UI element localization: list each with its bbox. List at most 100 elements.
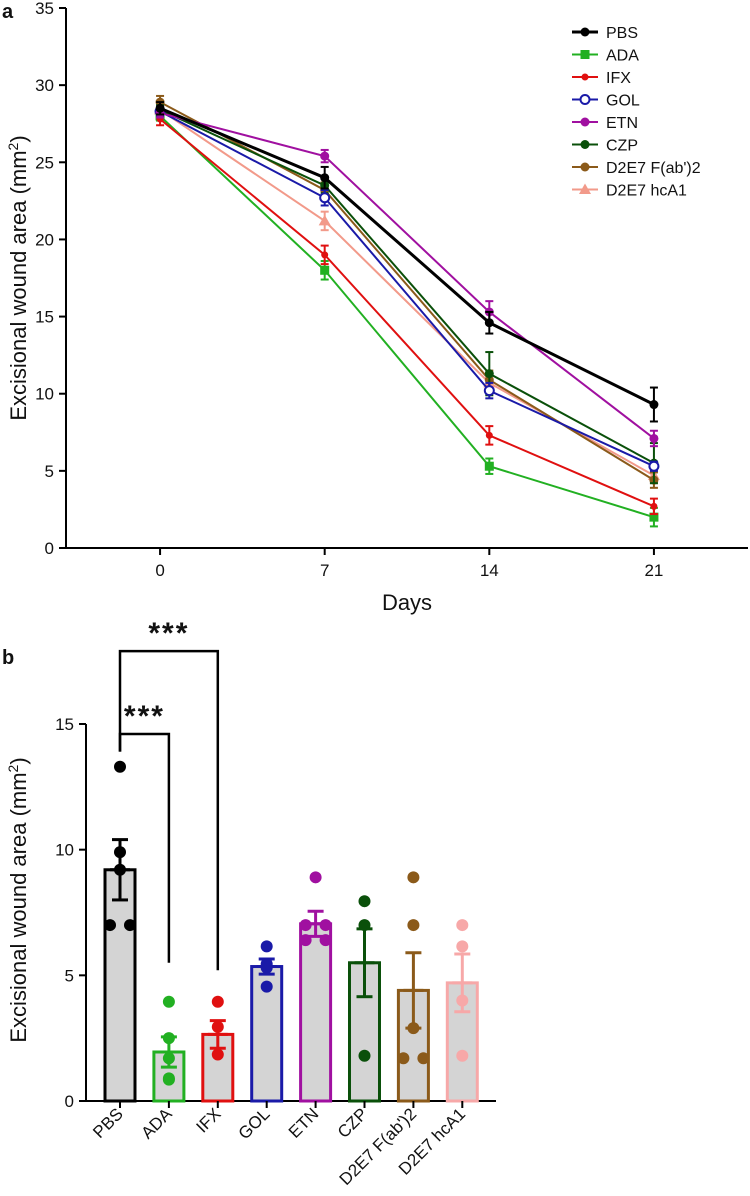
- data-point: [358, 919, 371, 932]
- legend-label: ADA: [606, 48, 639, 65]
- panel-a-y-tick-label: 35: [35, 0, 54, 18]
- panel-a-y-axis-title-end: ): [6, 135, 31, 142]
- legend-item: ADA: [572, 48, 639, 65]
- panel-a-y-axis-title: Excisional wound area (mm2): [5, 135, 31, 420]
- data-point: [162, 1052, 175, 1065]
- series-pbs: [155, 101, 659, 423]
- data-point: [114, 846, 126, 859]
- legend-item: GOL: [572, 93, 640, 110]
- data-point: [456, 994, 469, 1007]
- panel-b-x-tick-label: IFX: [192, 1104, 224, 1136]
- series-marker-triangle: [318, 214, 331, 226]
- series-marker-square: [320, 265, 330, 275]
- significance-stars: ***: [124, 700, 165, 733]
- panel-a-x-axis-title: Days: [382, 590, 432, 615]
- panel-a-x-tick-label: 7: [320, 561, 329, 580]
- panel-b-y-tick-label: 5: [65, 966, 74, 985]
- panel-a-x-tick-label: 14: [480, 561, 499, 580]
- bar: [299, 922, 333, 1103]
- significance-bracket: ***: [118, 617, 220, 971]
- series-marker-triangle: [579, 183, 591, 194]
- bar-group-ifx: [201, 995, 235, 1103]
- data-point: [309, 871, 322, 884]
- data-point: [456, 940, 469, 953]
- bar-group-ada: [152, 995, 186, 1103]
- panel-b-x-tick-label: CZP: [334, 1104, 371, 1141]
- legend-item: ETN: [572, 115, 638, 132]
- panel-a-y-tick-label: 0: [45, 539, 54, 558]
- series-marker-circle: [580, 27, 590, 37]
- panel-a-y-axis-title-main: Excisional wound area (mm: [6, 150, 31, 420]
- bar: [103, 868, 137, 1103]
- series-marker-square: [580, 50, 590, 59]
- series-line: [159, 101, 655, 481]
- data-point: [456, 1049, 469, 1062]
- bracket-line: [118, 649, 220, 971]
- panel-a-y-tick-label: 30: [35, 76, 54, 95]
- legend-item: D2E7 hcA1: [572, 183, 687, 200]
- data-point: [319, 919, 332, 932]
- series-marker-circle: [320, 151, 330, 161]
- legend-item: D2E7 F(ab')2: [572, 160, 701, 177]
- legend-label: CZP: [606, 138, 638, 155]
- data-point: [260, 940, 273, 953]
- series-marker-circle: [320, 173, 330, 183]
- panel-a-y-tick-label: 10: [35, 385, 54, 404]
- series-marker-circle: [649, 400, 659, 410]
- data-point: [456, 919, 469, 932]
- series-line: [159, 108, 655, 477]
- panel-b-y-tick-label: 15: [55, 715, 74, 734]
- panel-b-x-tick-label: GOL: [235, 1104, 274, 1143]
- data-point: [299, 934, 312, 947]
- data-point: [162, 1032, 175, 1045]
- data-point: [260, 961, 273, 974]
- panel-b-y-axis-title: Excisional wound area (mm2): [5, 757, 31, 1042]
- data-point: [162, 995, 175, 1008]
- panel-a-x-tick-label: 21: [644, 561, 663, 580]
- series-gol: [154, 105, 660, 472]
- series-marker-open-circle: [319, 192, 331, 204]
- legend-item: CZP: [572, 138, 638, 155]
- data-point: [211, 1048, 224, 1061]
- panel-a-y-tick-label: 25: [35, 153, 54, 172]
- panel-b-x-tick-label: PBS: [89, 1104, 126, 1141]
- panel-b-y-tick-label: 0: [65, 1092, 74, 1111]
- data-point: [299, 919, 312, 932]
- data-point: [260, 980, 273, 993]
- data-point: [211, 995, 224, 1008]
- panel-b-label: b: [2, 647, 14, 669]
- series-marker-circle: [580, 162, 590, 172]
- panel-b-x-tick-label: ETN: [285, 1104, 322, 1141]
- series-line: [159, 110, 655, 468]
- panel-b-y-axis-title-main: Excisional wound area (mm: [6, 772, 31, 1042]
- series-marker-open-circle: [648, 460, 660, 472]
- series-ifx: [156, 111, 658, 516]
- data-point: [417, 1052, 430, 1065]
- legend-label: PBS: [606, 25, 638, 42]
- panel-a-y-axis-title-sup: 2: [5, 142, 21, 150]
- data-point: [162, 1072, 175, 1085]
- legend-label: D2E7 F(ab')2: [606, 160, 701, 177]
- legend-item: IFX: [572, 70, 631, 87]
- series-marker-circle: [485, 431, 493, 439]
- series-marker-open-circle: [483, 385, 495, 397]
- series-line: [159, 108, 655, 465]
- series-line: [159, 118, 655, 508]
- data-point: [407, 919, 420, 932]
- data-point: [114, 863, 126, 876]
- bar-group-pbs: [103, 760, 137, 1103]
- panel-b-y-axis-title-sup: 2: [5, 764, 21, 772]
- legend-label: ETN: [606, 115, 638, 132]
- data-point: [104, 919, 116, 932]
- series-marker-circle: [484, 318, 494, 328]
- legend-label: GOL: [606, 93, 640, 110]
- legend-label: IFX: [606, 70, 631, 87]
- series-marker-circle: [649, 433, 659, 443]
- data-point: [124, 919, 136, 932]
- legend-label: D2E7 hcA1: [606, 183, 687, 200]
- legend-item: PBS: [572, 25, 638, 42]
- panel-a-plot: 0 5 10 15 20 25 30 35 0 7 14 21 PBS ADA IFX GOL ETN CZP D2…: [35, 0, 748, 580]
- data-point: [114, 760, 126, 773]
- series-marker-circle: [321, 251, 329, 259]
